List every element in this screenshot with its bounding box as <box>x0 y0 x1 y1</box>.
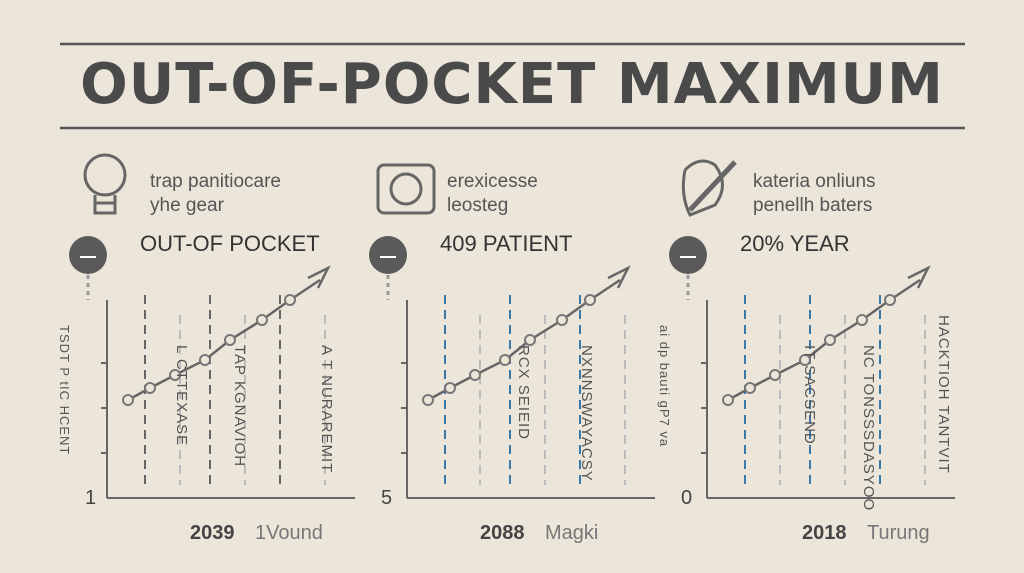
arrow-head <box>907 265 931 289</box>
pen-icon <box>688 160 737 212</box>
column-label: NC TONSSSDASYOO <box>860 345 877 512</box>
trend-point <box>556 314 568 326</box>
caption: erexicesse <box>447 171 538 192</box>
footer-year: 2088 <box>480 522 525 544</box>
box-icon-ring <box>389 172 423 206</box>
column-label: NXNNSWAYACSY <box>578 345 595 482</box>
footer-year: 2018 <box>802 522 847 544</box>
trend-point <box>524 334 536 346</box>
hand-icon <box>681 159 724 217</box>
trend-point <box>284 294 296 306</box>
caption: kateria onliuns <box>753 171 876 192</box>
trend-point <box>144 382 156 394</box>
arrow-head <box>607 265 631 289</box>
box-icon <box>376 163 436 215</box>
caption: penellh baters <box>753 195 873 216</box>
column-label: A T NURAREMIT <box>318 345 335 474</box>
trend-point <box>722 394 734 406</box>
axis-label: ai dp bauti gP7 va <box>657 325 672 448</box>
trend-point <box>422 394 434 406</box>
column-label: RCX SEIEID <box>515 345 532 441</box>
title: OUT-OF-POCKET MAXIMUM <box>80 52 944 117</box>
footer-label: Turung <box>867 522 930 544</box>
trend-point <box>584 294 596 306</box>
heading: OUT-OF POCKET <box>140 231 320 256</box>
badge <box>369 236 407 274</box>
trend-point <box>856 314 868 326</box>
footer-year: 2039 <box>190 522 235 544</box>
trend-point <box>169 369 181 381</box>
axis-number: 0 <box>681 487 693 509</box>
column-label: IT SACSEND <box>801 345 818 445</box>
trend-point <box>199 354 211 366</box>
caption: trap panitiocare <box>150 171 281 192</box>
axis-number: 1 <box>85 487 97 509</box>
caption: leosteg <box>447 195 509 216</box>
footer-label: Magki <box>545 522 599 544</box>
trend-point <box>744 382 756 394</box>
bulb-base <box>93 195 117 215</box>
column-label: L CTTEXASE <box>173 345 190 447</box>
trend-point <box>799 354 811 366</box>
axis-label: TSDT P tIC HCENT <box>57 325 72 456</box>
trend-point <box>444 382 456 394</box>
trend-point <box>224 334 236 346</box>
column-label: TAP KGNAVIOH <box>231 345 248 468</box>
trend-point <box>499 354 511 366</box>
trend-point <box>256 314 268 326</box>
trend-point <box>884 294 896 306</box>
arrow-head <box>307 265 331 289</box>
badge <box>69 236 107 274</box>
axis-number: 5 <box>381 487 393 509</box>
trend-point <box>122 394 134 406</box>
trend-point <box>824 334 836 346</box>
caption: yhe gear <box>150 195 224 216</box>
trend-point <box>469 369 481 381</box>
column-label: HACKTIOH TANTVIT <box>935 315 952 474</box>
trend-point <box>769 369 781 381</box>
heading: 20% YEAR <box>740 231 850 256</box>
footer-label: 1Vound <box>255 522 323 544</box>
badge <box>669 236 707 274</box>
bulb-icon <box>83 153 127 197</box>
heading: 409 PATIENT <box>440 231 573 256</box>
